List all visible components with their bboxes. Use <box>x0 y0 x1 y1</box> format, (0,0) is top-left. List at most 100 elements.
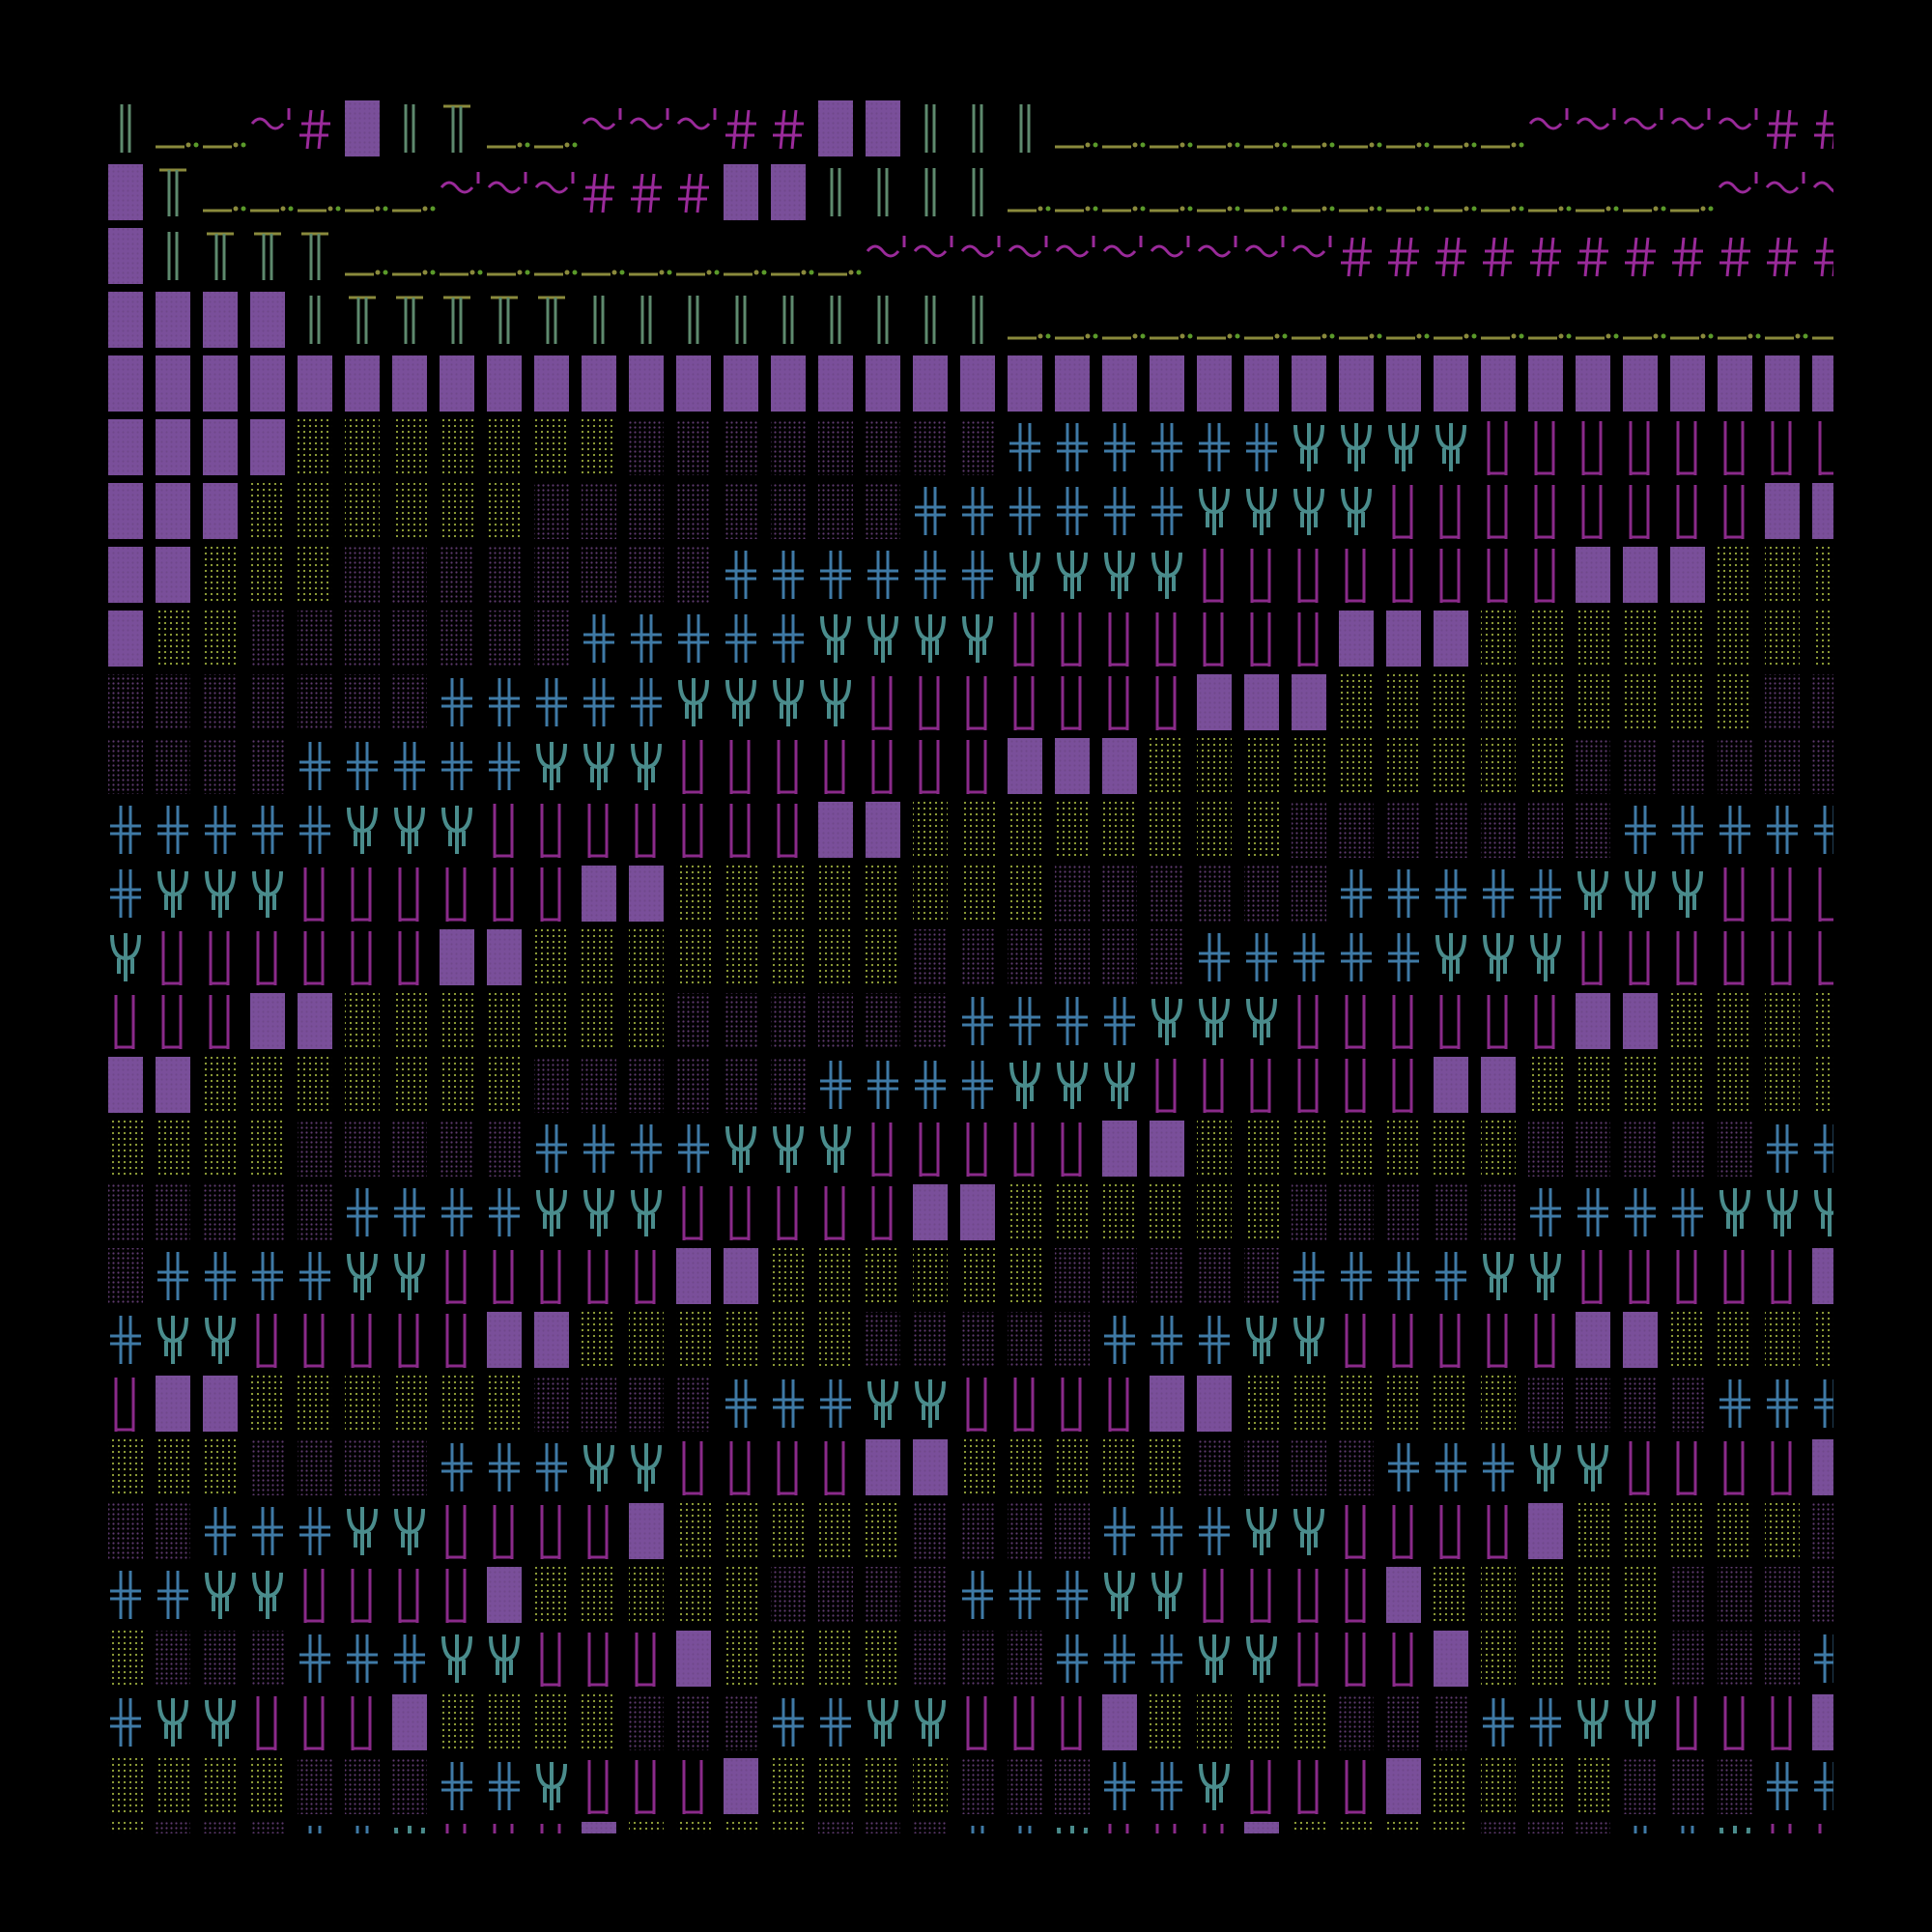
solid-block-glyph <box>676 1248 711 1304</box>
dot-block-lime-glyph <box>771 1248 806 1304</box>
double-cross-glyph <box>1719 806 1750 854</box>
vertical-bars-glyph <box>1203 1569 1224 1623</box>
tilde-quote-glyph <box>1244 236 1285 258</box>
vertical-bars-glyph <box>966 1378 987 1432</box>
vertical-bars-glyph <box>1629 485 1650 539</box>
dot-block-violet-glyph <box>629 1376 664 1432</box>
vertical-bars-glyph <box>1487 421 1508 475</box>
dot-block-lime-glyph <box>1765 993 1800 1049</box>
psi-fork-glyph <box>631 1188 662 1236</box>
double-cross-glyph <box>962 1061 993 1109</box>
double-cross-glyph <box>583 1124 614 1173</box>
dot-block-lime-glyph <box>203 611 238 667</box>
vertical-bars-glyph <box>1771 1441 1792 1495</box>
underscore-dot-glyph <box>1339 333 1382 340</box>
underscore-dot-glyph <box>724 270 767 276</box>
double-cross-glyph <box>299 806 330 854</box>
dot-block-lime-glyph <box>1528 738 1563 794</box>
double-cross-glyph <box>1151 1762 1182 1810</box>
double-cross-glyph <box>299 742 330 790</box>
vertical-bars-glyph <box>1345 1633 1366 1687</box>
solid-block-glyph <box>1576 547 1610 603</box>
double-cross-glyph <box>820 551 851 599</box>
psi-fork-glyph <box>1625 869 1656 918</box>
dot-block-violet-glyph <box>1670 1758 1705 1814</box>
dot-block-violet-glyph <box>629 1694 664 1750</box>
dot-block-lime-glyph <box>1055 1184 1090 1240</box>
double-cross-glyph <box>773 551 804 599</box>
psi-fork-glyph <box>1246 997 1277 1045</box>
double-cross-glyph <box>1388 1252 1419 1300</box>
pipe-glyph <box>924 168 936 216</box>
dot-block-lime-glyph <box>1102 1439 1137 1495</box>
dot-block-violet-glyph <box>534 547 569 603</box>
dot-block-violet-glyph <box>156 1822 190 1833</box>
underscore-dot-glyph <box>534 142 578 149</box>
solid-block-glyph <box>108 547 143 603</box>
vertical-bars-glyph <box>1013 612 1035 667</box>
vertical-bars-glyph <box>398 867 419 922</box>
double-cross-glyph <box>536 1124 567 1173</box>
double-cross-glyph <box>1634 1826 1647 1833</box>
dot-block-violet-glyph <box>156 1503 190 1559</box>
double-cross-glyph <box>441 678 472 726</box>
dot-block-lime-glyph <box>818 1248 853 1304</box>
pipe-glyph <box>830 168 841 216</box>
dot-block-lime-glyph <box>1576 1567 1610 1623</box>
double-cross-glyph <box>489 742 520 790</box>
dot-block-violet-glyph <box>866 1567 900 1623</box>
vertical-bars-glyph <box>445 1569 467 1623</box>
solid-block-glyph <box>1244 1822 1279 1833</box>
dot-block-lime-glyph <box>298 483 332 539</box>
solid-block-glyph <box>1434 1631 1468 1687</box>
dot-block-lime-glyph <box>1765 611 1800 667</box>
vertical-bars-glyph <box>1155 1059 1177 1113</box>
vertical-bars-glyph <box>1723 867 1745 922</box>
dot-block-violet-glyph <box>298 1758 332 1814</box>
dot-block-lime-glyph <box>724 1567 758 1623</box>
vertical-bars-glyph <box>445 867 467 922</box>
dot-block-lime-glyph <box>1244 1184 1279 1240</box>
vertical-bars-glyph <box>540 1250 561 1304</box>
underscore-dot-glyph <box>250 206 294 213</box>
dot-block-lime-glyph <box>866 866 900 922</box>
dot-block-violet-glyph <box>960 1631 995 1687</box>
dot-block-lime-glyph <box>629 993 664 1049</box>
dot-block-violet-glyph <box>298 1184 332 1240</box>
psi-fork-glyph <box>1293 487 1324 535</box>
psi-fork-glyph <box>441 1634 472 1683</box>
double-cross-glyph <box>1199 1507 1230 1555</box>
vertical-bars-glyph <box>351 1569 372 1623</box>
psi-fork-glyph <box>725 678 756 726</box>
dot-block-lime-glyph <box>818 1758 853 1814</box>
double-cross-glyph <box>1341 1252 1372 1300</box>
dot-block-lime-glyph <box>1102 1184 1137 1240</box>
dot-block-lime-glyph <box>1197 1694 1232 1750</box>
double-cross-glyph <box>1625 806 1656 854</box>
psi-fork-glyph <box>1246 487 1277 535</box>
vertical-bars-glyph <box>161 995 183 1049</box>
solid-block-glyph <box>345 100 380 156</box>
double-cross-glyph <box>110 869 141 918</box>
dot-block-lime-glyph <box>250 1057 285 1113</box>
dot-block-violet-glyph <box>724 419 758 475</box>
underscore-dot-glyph <box>771 270 814 276</box>
solid-block-glyph <box>156 355 190 412</box>
double-cross-glyph <box>1057 1634 1088 1683</box>
double-cross-glyph <box>441 742 472 790</box>
dot-block-violet-glyph <box>771 1567 806 1623</box>
vertical-bars-glyph <box>1203 612 1224 667</box>
underscore-dot-glyph <box>1386 206 1430 213</box>
dot-block-violet-glyph <box>866 1822 900 1833</box>
hash-glyph <box>1435 237 1466 277</box>
double-cross-glyph <box>205 806 236 854</box>
dot-block-lime-glyph <box>1718 611 1752 667</box>
vertical-bars-glyph <box>540 1505 561 1559</box>
dot-block-violet-glyph <box>1812 1567 1833 1623</box>
dot-block-lime-glyph <box>1765 1503 1800 1559</box>
solid-block-glyph <box>1670 547 1705 603</box>
solid-block-glyph <box>1528 355 1563 412</box>
dot-block-lime-glyph <box>629 1567 664 1623</box>
dot-block-lime-glyph <box>345 1376 380 1432</box>
dot-block-violet-glyph <box>156 1184 190 1240</box>
